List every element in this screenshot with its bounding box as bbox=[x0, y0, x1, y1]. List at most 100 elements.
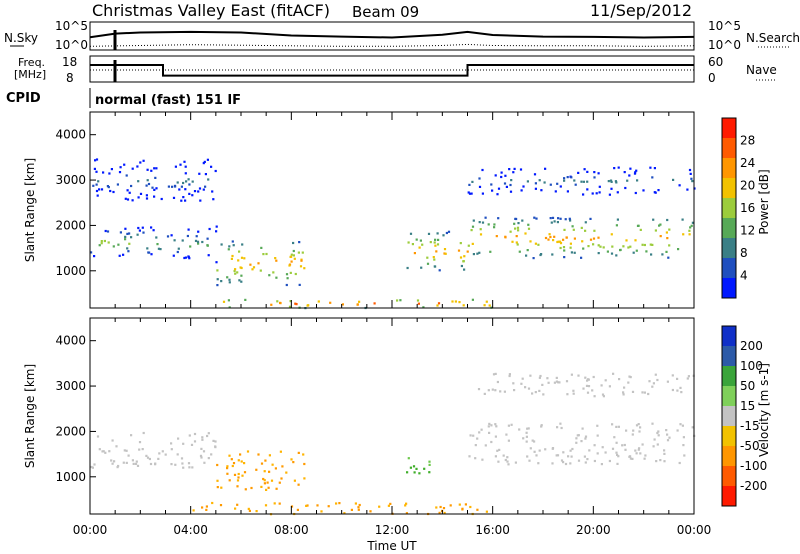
scatter-cell-4 bbox=[506, 456, 509, 459]
scatter-cell-7 bbox=[598, 185, 601, 188]
scatter-cell-5 bbox=[478, 251, 481, 254]
scatter-cell-1 bbox=[239, 453, 242, 456]
scatter-cell-4 bbox=[593, 444, 596, 447]
scatter-cell-1 bbox=[241, 474, 244, 477]
scatter-cell-3 bbox=[462, 304, 465, 307]
scatter-cell-7 bbox=[634, 171, 637, 174]
scatter-cell-4 bbox=[555, 454, 558, 457]
scatter-cell-5 bbox=[483, 392, 486, 395]
scatter-cell-3 bbox=[436, 304, 439, 307]
scatter-cell-0 bbox=[148, 457, 151, 461]
scatter-cell-3 bbox=[409, 466, 412, 469]
scatter-cell-5 bbox=[487, 389, 490, 392]
scatter-cell-5 bbox=[572, 392, 575, 395]
scatter-cell-4 bbox=[434, 265, 437, 268]
scatter-cell-6 bbox=[97, 180, 100, 183]
scatter-cell-0 bbox=[210, 453, 213, 456]
scatter-cell-5 bbox=[650, 253, 653, 256]
scatter-cell-5 bbox=[627, 381, 630, 384]
noise-sky-label: N.Sky bbox=[4, 31, 38, 45]
scatter-cell-1 bbox=[196, 240, 200, 243]
scatter-cell-7 bbox=[566, 190, 569, 193]
scatter-cell-1 bbox=[281, 465, 284, 468]
scatter-cell-7 bbox=[468, 192, 472, 195]
scatter-cell-6 bbox=[198, 187, 202, 190]
scatter-cell-0 bbox=[131, 459, 134, 462]
scatter-cell-6 bbox=[126, 189, 129, 192]
scatter-cell-2 bbox=[248, 509, 251, 512]
scatter-cell-0 bbox=[118, 254, 121, 257]
scatter-cell-4 bbox=[436, 243, 440, 246]
scatter-cell-6 bbox=[184, 199, 187, 202]
scatter-cell-0 bbox=[98, 244, 101, 247]
scatter-cell-5 bbox=[571, 225, 574, 228]
scatter-cell-2 bbox=[273, 502, 276, 505]
scatter-cell-5 bbox=[525, 254, 528, 257]
scatter-cell-5 bbox=[493, 226, 496, 229]
scatter-cell-7 bbox=[582, 193, 585, 196]
scatter-cell-2 bbox=[275, 259, 278, 262]
scatter-cell-4 bbox=[570, 455, 573, 458]
scatter-cell-2 bbox=[288, 264, 291, 267]
scatter-cell-7 bbox=[636, 179, 639, 182]
scatter-cell-5 bbox=[562, 238, 565, 241]
scatter-cell-7 bbox=[494, 174, 497, 177]
scatter-cell-4 bbox=[657, 430, 660, 433]
scatter-cell-1 bbox=[189, 245, 192, 248]
scatter-cell-5 bbox=[643, 243, 646, 247]
scatter-cell-2 bbox=[369, 510, 372, 513]
nave-tick-bottom: 0 bbox=[708, 71, 716, 85]
scatter-cell-7 bbox=[593, 176, 596, 179]
scatter-cell-1 bbox=[243, 471, 247, 474]
scatter-cell-7 bbox=[503, 182, 507, 185]
power-colorbar: 4 8 12 16 20 24 28 bbox=[721, 117, 755, 299]
y-tick-label: 2000 bbox=[55, 218, 86, 232]
scatter-cell-6 bbox=[206, 158, 209, 161]
scatter-cell-7 bbox=[522, 185, 525, 188]
colorbar-cell bbox=[722, 218, 736, 238]
scatter-cell-5 bbox=[563, 249, 566, 252]
scatter-cell-3 bbox=[413, 471, 416, 474]
scatter-cell-0 bbox=[190, 443, 194, 446]
scatter-cell-1 bbox=[216, 463, 219, 467]
colorbar-tick-label: 50 bbox=[740, 379, 755, 393]
scatter-cell-6 bbox=[173, 184, 177, 187]
scatter-cell-2 bbox=[449, 504, 452, 507]
scatter-cell-7 bbox=[689, 172, 692, 175]
scatter-cell-0 bbox=[146, 247, 149, 250]
scatter-cell-7 bbox=[471, 180, 474, 183]
scatter-cell-2 bbox=[289, 271, 292, 274]
colorbar-cell bbox=[722, 326, 736, 346]
scatter-cell-3 bbox=[373, 302, 376, 305]
scatter-cell-7 bbox=[623, 171, 626, 174]
scatter-cell-3 bbox=[422, 306, 425, 309]
scatter-cell-4 bbox=[510, 423, 513, 426]
scatter-cell-3 bbox=[317, 300, 320, 303]
scatter-cell-5 bbox=[631, 390, 635, 393]
scatter-cell-1 bbox=[215, 230, 218, 233]
scatter-cell-6 bbox=[188, 192, 191, 195]
scatter-cell-0 bbox=[108, 450, 111, 453]
scatter-cell-7 bbox=[496, 193, 499, 196]
scatter-cell-1 bbox=[236, 479, 240, 482]
scatter-cell-4 bbox=[560, 426, 563, 430]
scatter-cell-4 bbox=[476, 437, 479, 440]
scatter-cell-2 bbox=[228, 245, 231, 248]
scatter-cell-4 bbox=[429, 241, 432, 244]
cpid-label: CPID bbox=[6, 91, 41, 106]
scatter-cell-5 bbox=[600, 384, 603, 387]
scatter-cell-1 bbox=[267, 486, 270, 489]
scatter-cell-0 bbox=[101, 450, 104, 453]
colorbar-tick-label: 100 bbox=[740, 359, 763, 373]
scatter-cell-1 bbox=[184, 256, 187, 259]
scatter-cell-2 bbox=[301, 251, 304, 254]
scatter-cell-2 bbox=[438, 511, 441, 514]
scatter-cell-4 bbox=[652, 445, 655, 448]
scatter-cell-4 bbox=[447, 230, 451, 233]
scatter-cell-7 bbox=[686, 188, 689, 191]
scatter-cell-5 bbox=[689, 226, 692, 229]
scatter-cell-6 bbox=[160, 197, 163, 201]
scatter-cell-1 bbox=[186, 234, 189, 238]
colorbar-cell bbox=[722, 426, 736, 446]
scatter-cell-5 bbox=[580, 256, 583, 259]
